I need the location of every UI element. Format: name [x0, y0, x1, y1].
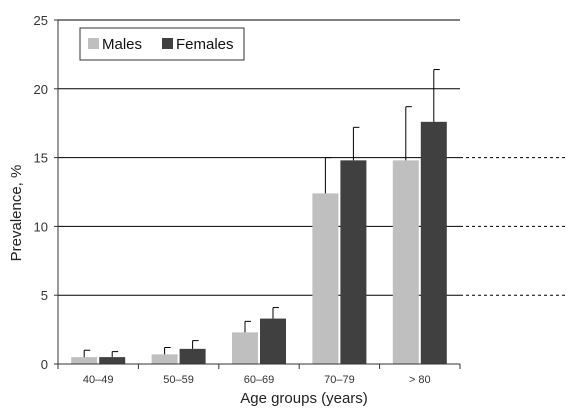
- bar-females-0: [99, 357, 126, 364]
- y-tick-label-0: 0: [41, 357, 48, 372]
- bar-females-2: [260, 318, 286, 364]
- legend: Males Females: [79, 27, 245, 61]
- x-tick-label-2: 60–69: [244, 374, 275, 386]
- bars: [71, 121, 447, 364]
- legend-swatch-females: [162, 38, 173, 49]
- bar-males-3: [312, 193, 339, 364]
- bar-males-2: [232, 332, 258, 364]
- legend-label-females: Females: [176, 36, 234, 53]
- bar-females-4: [420, 121, 447, 364]
- y-tick-label-5: 5: [41, 288, 48, 303]
- axes: [54, 19, 461, 369]
- x-tick-label-1: 50–59: [163, 374, 194, 386]
- x-tick-label-3: 70–79: [324, 374, 355, 386]
- x-tick-label-0: 40–49: [83, 374, 114, 386]
- y-tick-label-10: 10: [34, 219, 48, 234]
- dashed-reference-lines: [460, 157, 566, 296]
- legend-swatch-males: [88, 38, 99, 49]
- x-tick-labels: 40–49 50–59 60–69 70–79 > 80: [83, 374, 431, 386]
- legend-label-males: Males: [102, 36, 142, 53]
- bar-females-3: [340, 160, 367, 364]
- y-axis-title: Prevalence, %: [8, 165, 25, 262]
- bar-males-0: [71, 357, 98, 364]
- y-tick-label-20: 20: [34, 82, 48, 97]
- error-bars: [83, 69, 440, 358]
- x-tick-label-4: > 80: [409, 374, 431, 386]
- y-tick-label-25: 25: [34, 13, 48, 28]
- y-tick-labels: 0 5 10 15 20 25: [34, 13, 48, 372]
- bar-males-4: [392, 160, 419, 364]
- bar-males-1: [151, 354, 178, 364]
- x-axis-title: Age groups (years): [240, 390, 368, 407]
- bar-females-1: [179, 348, 206, 364]
- y-tick-label-15: 15: [34, 151, 48, 166]
